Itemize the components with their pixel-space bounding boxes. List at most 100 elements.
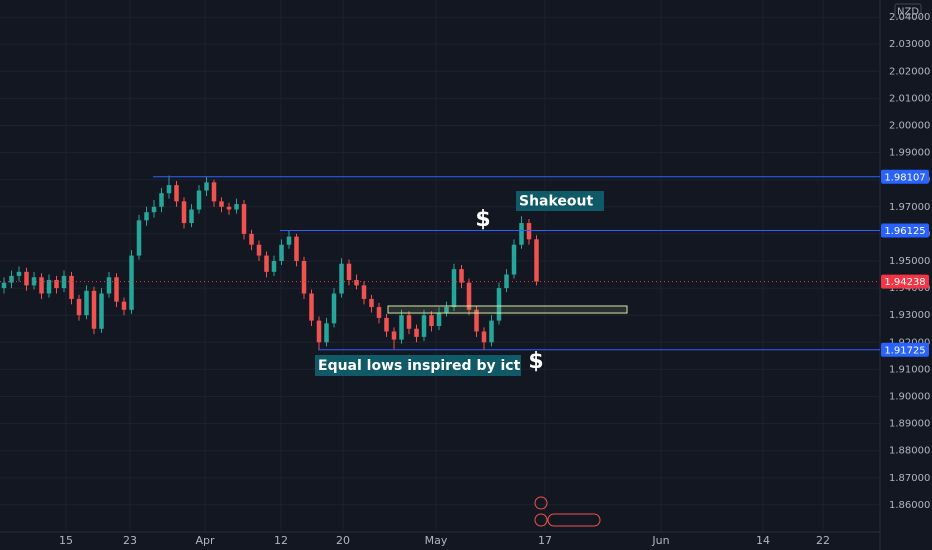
candle-body [196,190,202,210]
x-tick-label: 22 [816,534,830,547]
candle-body [519,223,524,245]
candle-body [211,182,217,202]
candle-body [466,282,472,310]
candle-body [481,331,487,343]
candle-body [294,236,299,261]
candle-body [46,279,52,294]
candle-body [76,298,82,316]
candle-body [99,293,104,329]
annotation: Equal lows inspired by ict [318,358,521,374]
x-tick-label: Jun [651,534,669,547]
candle-body [151,206,157,213]
candle-body [249,233,254,245]
candle-body [301,260,307,294]
candle-body [324,323,329,343]
x-tick-label: May [425,534,448,547]
candle-body [399,315,404,340]
candle-body [204,182,209,191]
y-tick-label: 2.04000 [889,12,930,23]
candle-body [526,223,532,240]
level-label: 1.98107 [884,172,925,183]
y-tick-label: 1.95000 [889,256,930,267]
grid-layer [0,0,880,532]
candle-body [181,201,187,224]
y-tick-label: 2.02000 [889,66,930,77]
event-icon [534,513,548,527]
candle-body [69,275,74,299]
candle-body [1,282,7,289]
candles-layer [1,175,539,350]
candle-body [451,269,457,308]
x-tick-label: 14 [756,534,770,547]
candle-body [271,260,277,272]
y-tick-label: 1.88000 [889,446,930,457]
candle-body [316,320,322,343]
candle-body [174,185,179,202]
events [534,496,601,527]
last-price-label: 1.94238 [884,277,925,288]
zone [387,305,628,314]
candle-body [144,212,149,221]
y-tick-label: 1.87000 [889,473,930,484]
candle-body [444,307,449,313]
candle-body [421,315,427,337]
event-icon [547,513,601,527]
candle-body [256,244,262,256]
candle-body [136,220,142,256]
candle-body [234,204,239,210]
y-tick-label: 2.03000 [889,39,930,50]
level-label: 1.96125 [884,226,925,237]
candle-body [354,279,359,286]
candle-body [414,328,419,337]
annotation-box [516,191,604,211]
x-tick-label: 23 [123,534,137,547]
candle-body [121,301,127,310]
candle-body [339,263,344,294]
candle-body [264,255,269,272]
candle-body [406,315,412,329]
candle-body [91,290,97,329]
candle-body [511,244,517,275]
candle-body [84,290,89,316]
y-tick-label: 1.90000 [889,392,930,403]
candle-body [436,312,442,327]
candle-body [106,277,112,294]
currency-badge [894,3,922,19]
candle-body [16,271,22,276]
overlay-layer: Shakeout Equal lows inspired by ict $ $ [0,176,880,376]
candle-body [24,271,29,286]
candle-body [31,277,37,286]
y-tick-label: 1.93000 [889,310,930,321]
level-label-bg [881,169,929,184]
y-tick-label: 2.00000 [889,120,930,131]
candle-body [114,277,119,302]
level-label-bg [881,342,929,357]
last-price-bg [881,274,929,289]
level-label-bg [881,223,929,238]
candle-body [459,269,464,283]
candle-body [241,204,247,234]
annotation: Shakeout [519,194,594,210]
x-tick-label: Apr [195,534,215,547]
candle-body [309,293,314,321]
candle-body [361,285,367,299]
y-tick-label: 1.99000 [889,148,930,159]
candle-body [369,298,374,308]
candle-body [189,209,194,224]
candle-body [391,331,397,340]
candle-body [331,293,337,324]
candle-body [496,288,502,321]
candle-body [346,263,352,280]
candle-body [129,255,134,310]
currency: NZD [897,7,919,18]
candle-body [279,244,284,261]
candle-body [429,315,434,327]
candle-body [534,239,539,282]
annotation-box [315,355,521,376]
candle-body [384,317,389,332]
candle-body [489,320,494,343]
y-tick-label: 1.91000 [889,364,930,375]
x-tick-label: 15 [59,534,73,547]
y-tick-label: 2.01000 [889,93,930,104]
candle-body [159,193,164,207]
